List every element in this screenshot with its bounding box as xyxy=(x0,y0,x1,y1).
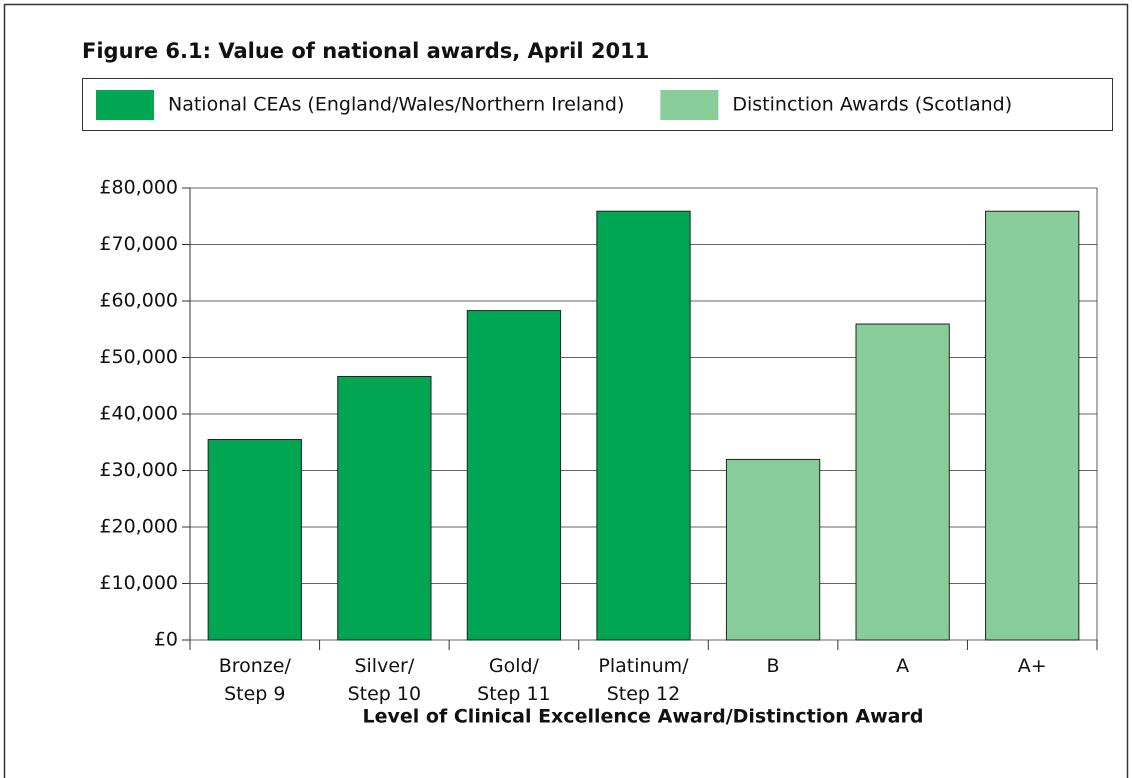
y-tick-label: £30,000 xyxy=(99,459,178,481)
x-tick-label: Gold/ Step 11 xyxy=(477,655,551,705)
x-tick-label: A+ xyxy=(1017,655,1047,677)
bar xyxy=(466,310,562,641)
x-tick-label-box: A xyxy=(896,655,910,677)
x-tick-label: A xyxy=(896,655,910,677)
x-tick-label: B xyxy=(766,655,780,677)
chart-title: Figure 6.1: Value of national awards, Ap… xyxy=(82,39,649,63)
x-tick-label-box: Gold/ Step 11 xyxy=(477,655,551,705)
y-tick-label: £70,000 xyxy=(99,233,178,255)
x-tick-label-box: A+ xyxy=(1017,655,1047,677)
bar xyxy=(337,375,432,641)
x-tick-label-box: B xyxy=(766,655,780,677)
bar xyxy=(725,458,821,641)
x-tick-label: Platinum/ Step 12 xyxy=(598,655,689,705)
x-tick-label: Silver/ Step 10 xyxy=(347,655,422,705)
legend-label: Distinction Awards (Scotland) xyxy=(732,94,1012,116)
y-tick-label: £20,000 xyxy=(99,516,178,538)
y-tick-label: £50,000 xyxy=(99,346,178,368)
bar xyxy=(207,439,302,641)
frame xyxy=(3,3,1129,778)
x-tick-label-box: Platinum/ Step 12 xyxy=(598,655,689,705)
y-tick-label: £10,000 xyxy=(99,572,178,594)
bar xyxy=(596,210,691,641)
x-axis-label: Level of Clinical Excellence Award/Disti… xyxy=(363,706,924,728)
y-tick-label: £60,000 xyxy=(99,290,178,312)
y-tick-label: £0 xyxy=(154,629,178,651)
y-tick-label: £80,000 xyxy=(99,177,178,199)
bar xyxy=(985,210,1080,641)
legend-box xyxy=(82,78,1113,131)
y-tick-label: £40,000 xyxy=(99,403,178,425)
legend-swatch xyxy=(96,90,154,120)
x-tick-label-box: Bronze/ Step 9 xyxy=(218,655,291,705)
x-tick-label-box: Silver/ Step 10 xyxy=(347,655,422,705)
bar xyxy=(855,323,950,641)
x-tick-label: Bronze/ Step 9 xyxy=(218,655,291,705)
legend-label: National CEAs (England/Wales/Northern Ir… xyxy=(168,94,624,116)
legend-swatch xyxy=(660,90,719,120)
